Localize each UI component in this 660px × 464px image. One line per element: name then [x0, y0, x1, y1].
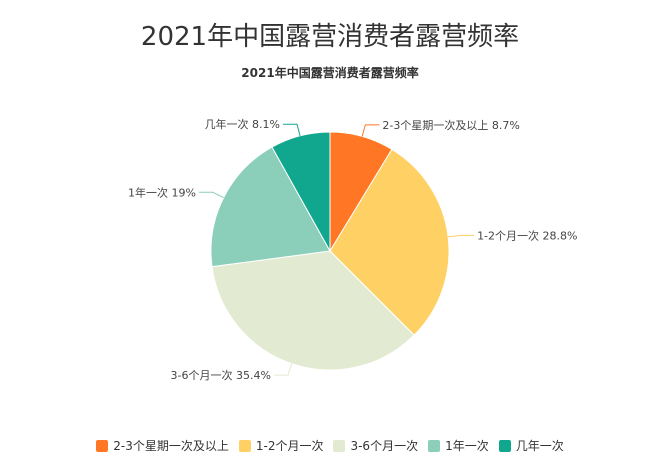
legend-label: 1年一次: [445, 439, 489, 453]
legend-item[interactable]: 1-2个月一次: [238, 437, 324, 454]
legend-label: 2-3个星期一次及以上: [113, 439, 229, 453]
chart-title: 2021年中国露营消费者露营频率: [140, 22, 520, 52]
legend-label: 1-2个月一次: [255, 439, 324, 453]
legend: 2-3个星期一次及以上 1-2个月一次 3-6个月一次 1年一次 几年一次: [0, 437, 660, 454]
legend-item[interactable]: 3-6个月一次: [333, 437, 418, 454]
legend-label: 几年一次: [515, 439, 564, 453]
legend-item[interactable]: 2-3个星期一次及以上: [96, 437, 229, 454]
slice-label: 3-6个月一次 35.4%: [171, 368, 271, 382]
pie-slice[interactable]: [271, 131, 331, 253]
label-leader-line: [198, 191, 224, 199]
label-leader-line: [361, 124, 380, 137]
legend-swatch: [428, 439, 441, 452]
legend-swatch: [333, 439, 346, 452]
label-leader-line: [273, 363, 293, 376]
slice-label: 2-3个星期一次及以上 8.7%: [382, 118, 519, 132]
slice-label: 几年一次 8.1%: [205, 117, 280, 131]
chart-subtitle: 2021年中国露营消费者露营频率: [241, 66, 419, 80]
legend-swatch: [498, 439, 511, 452]
slice-label: 1年一次 19%: [128, 185, 196, 199]
legend-item[interactable]: 几年一次: [498, 437, 564, 454]
legend-item[interactable]: 1年一次: [428, 437, 489, 454]
legend-swatch: [96, 439, 109, 452]
legend-swatch: [238, 439, 251, 452]
legend-label: 3-6个月一次: [350, 439, 419, 453]
slice-label: 1-2个月一次 28.8%: [477, 228, 577, 242]
label-leader-line: [448, 234, 475, 238]
label-leader-line: [283, 123, 301, 136]
